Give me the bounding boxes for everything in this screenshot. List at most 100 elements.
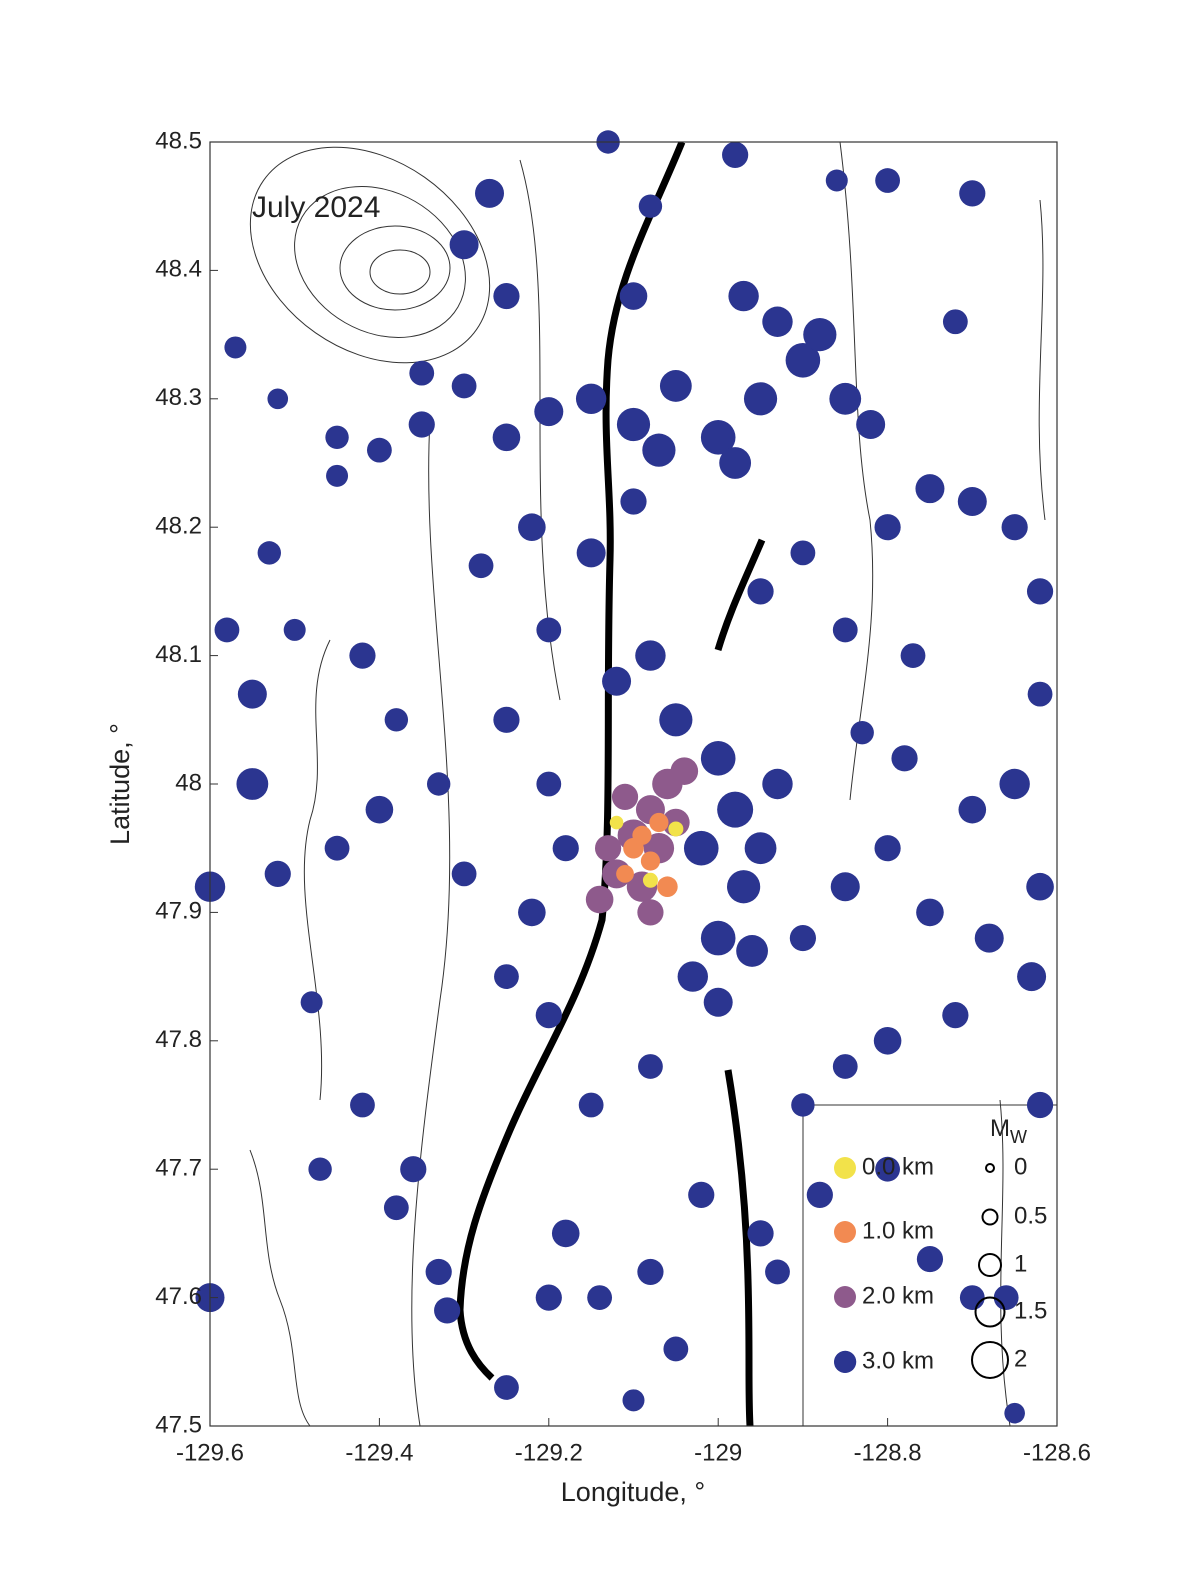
quake-point xyxy=(575,383,607,414)
quake-point xyxy=(959,180,986,207)
quake-point xyxy=(214,617,240,643)
size-legend-label: 1.5 xyxy=(1014,1297,1047,1324)
quake-point xyxy=(747,578,774,605)
quake-point xyxy=(349,642,376,669)
quake-point xyxy=(324,835,350,861)
title-sub: W xyxy=(1010,1127,1027,1147)
quake-point xyxy=(829,382,862,415)
quake-point xyxy=(493,282,520,310)
quake-point xyxy=(744,832,777,865)
size-legend-label: 0.5 xyxy=(1014,1202,1047,1229)
quake-point xyxy=(585,885,614,914)
quake-point xyxy=(700,420,736,455)
quake-point xyxy=(637,899,664,926)
quake-point xyxy=(616,407,651,442)
quake-point xyxy=(493,706,520,733)
quake-point xyxy=(856,409,886,439)
quake-point xyxy=(308,1157,332,1181)
quake-point xyxy=(959,1285,985,1310)
quake-point xyxy=(602,666,632,696)
quake-point xyxy=(942,309,968,335)
quake-point xyxy=(663,1336,689,1362)
quake-point xyxy=(1026,578,1054,605)
quake-point xyxy=(642,433,676,467)
x-tick-label: -129.4 xyxy=(345,1439,413,1466)
y-tick-label: 48.3 xyxy=(155,384,202,411)
size-legend-circle xyxy=(981,1208,999,1226)
y-tick-label: 47.5 xyxy=(155,1411,202,1438)
quake-point xyxy=(993,1285,1019,1310)
quake-point xyxy=(703,987,733,1017)
quake-point xyxy=(1026,872,1054,901)
quake-point xyxy=(425,1258,452,1286)
size-legend-circle xyxy=(974,1296,1006,1328)
quake-point xyxy=(649,812,669,833)
quake-point xyxy=(717,791,754,828)
quake-point xyxy=(785,342,821,378)
quake-point xyxy=(535,1284,562,1311)
quake-point xyxy=(300,991,323,1014)
quake-point xyxy=(1027,681,1053,707)
quake-point xyxy=(638,194,663,218)
quake-point xyxy=(916,898,944,927)
quake-point xyxy=(326,464,349,487)
quake-point xyxy=(267,388,289,410)
quake-point xyxy=(657,876,678,898)
quake-point xyxy=(451,861,477,887)
quake-point xyxy=(789,924,817,952)
quake-point xyxy=(409,360,435,386)
quake-point xyxy=(832,617,858,643)
quake-point xyxy=(832,1054,858,1079)
quake-point xyxy=(367,437,392,463)
legend: 0.0 km 1.0 km 2.0 km 3.0 km MW 0 0.5 1 1.5 2 xyxy=(834,1115,1047,1379)
quake-point xyxy=(803,318,837,352)
quake-point xyxy=(670,757,699,785)
points xyxy=(194,130,1054,1424)
quake-point xyxy=(236,768,269,800)
quake-point xyxy=(736,935,768,967)
bathymetry xyxy=(249,142,1046,1426)
quake-point xyxy=(609,815,624,830)
quake-point xyxy=(1017,962,1047,992)
quake-point xyxy=(449,230,479,260)
quake-point xyxy=(426,772,451,796)
quake-point xyxy=(806,1181,833,1208)
quake-point xyxy=(637,1258,664,1286)
quake-point xyxy=(536,617,562,643)
quake-point xyxy=(1026,1091,1054,1119)
legend-swatch xyxy=(834,1157,856,1179)
quake-point xyxy=(518,513,546,541)
x-tick-label: -128.6 xyxy=(1023,1439,1091,1466)
quake-point xyxy=(957,487,987,517)
quake-point xyxy=(1001,514,1028,541)
quake-point xyxy=(790,540,816,566)
quake-point xyxy=(830,872,860,902)
legend-label: 1.0 km xyxy=(862,1217,934,1244)
y-tick-label: 48.1 xyxy=(155,641,202,668)
x-tick-label: -129.2 xyxy=(515,1439,583,1466)
y-tick-label: 48.5 xyxy=(155,127,202,154)
x-tick-label: -128.8 xyxy=(854,1439,922,1466)
quake-point xyxy=(727,870,761,904)
quake-point xyxy=(700,920,736,956)
quake-point xyxy=(916,1245,944,1273)
legend-swatch xyxy=(834,1286,856,1308)
x-axis-label: Longitude, ° xyxy=(561,1477,705,1507)
quake-point xyxy=(640,851,661,871)
quake-point xyxy=(747,1220,774,1247)
size-legend-circle xyxy=(978,1253,1002,1277)
quake-point xyxy=(576,538,606,568)
ridge-lines xyxy=(456,142,766,1426)
quake-point xyxy=(400,1156,427,1183)
quake-point xyxy=(762,306,793,337)
quake-point xyxy=(642,872,658,888)
quake-point xyxy=(873,1027,902,1055)
quake-point xyxy=(791,1093,815,1117)
quake-point xyxy=(659,703,693,737)
quake-point xyxy=(974,923,1004,953)
quake-point xyxy=(534,397,564,427)
size-legend-circle xyxy=(971,1341,1009,1379)
quake-point xyxy=(915,474,945,504)
quake-point xyxy=(492,423,521,452)
